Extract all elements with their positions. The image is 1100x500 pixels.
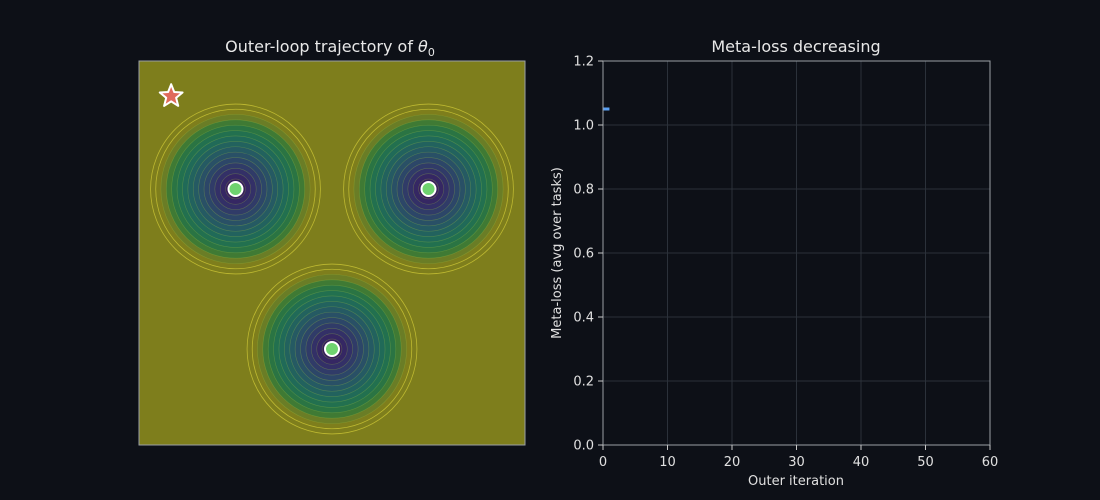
contour-boundary-ring xyxy=(251,268,413,430)
x-tick-label: 10 xyxy=(659,455,676,470)
x-tick-label: 30 xyxy=(788,455,805,470)
y-axis-label: Meta-loss (avg over tasks) xyxy=(550,167,565,339)
x-tick-label: 0 xyxy=(599,455,607,470)
y-tick-label: 0.8 xyxy=(573,183,594,198)
y-tick-label: 0.4 xyxy=(573,311,594,326)
contour-boundary-ring xyxy=(348,108,509,270)
contour-boundary-ring xyxy=(155,108,316,270)
contour-title: Outer-loop trajectory of θ0 xyxy=(225,37,435,59)
contour-panel: Outer-loop trajectory of θ0 xyxy=(138,37,526,446)
x-tick-label: 50 xyxy=(917,455,934,470)
x-tick-label: 60 xyxy=(982,455,999,470)
start-star-marker xyxy=(158,83,184,107)
x-axis-label: Outer iteration xyxy=(748,474,844,489)
task-markers xyxy=(227,181,437,357)
line-title: Meta-loss decreasing xyxy=(711,37,880,56)
task-center-marker xyxy=(227,181,244,197)
grid-lines xyxy=(602,60,991,446)
y-tick-label: 1.2 xyxy=(573,55,594,70)
contour-boundary-ring xyxy=(246,263,418,435)
task-center-marker xyxy=(324,341,340,357)
y-axis-ticks: 0.0 0.2 0.4 0.6 0.8 1.0 1.2 xyxy=(573,55,603,454)
x-tick-label: 40 xyxy=(853,455,870,470)
x-axis-ticks: 0 10 20 30 40 50 60 xyxy=(599,445,998,470)
contour-boundary-ring xyxy=(150,103,321,275)
y-tick-label: 0.2 xyxy=(573,375,594,390)
line-panel: Meta-loss decreasing 0 10 20 30 40 50 60 0.00.… xyxy=(550,37,998,489)
x-tick-label: 20 xyxy=(724,455,741,470)
y-tick-label: 0.0 xyxy=(573,439,594,454)
contour-frame xyxy=(138,60,526,446)
y-tick-label: 1.0 xyxy=(573,119,594,134)
contour-boundary-ring xyxy=(343,103,514,275)
y-tick-label: 0.6 xyxy=(573,247,594,262)
task-center-marker xyxy=(420,181,437,197)
